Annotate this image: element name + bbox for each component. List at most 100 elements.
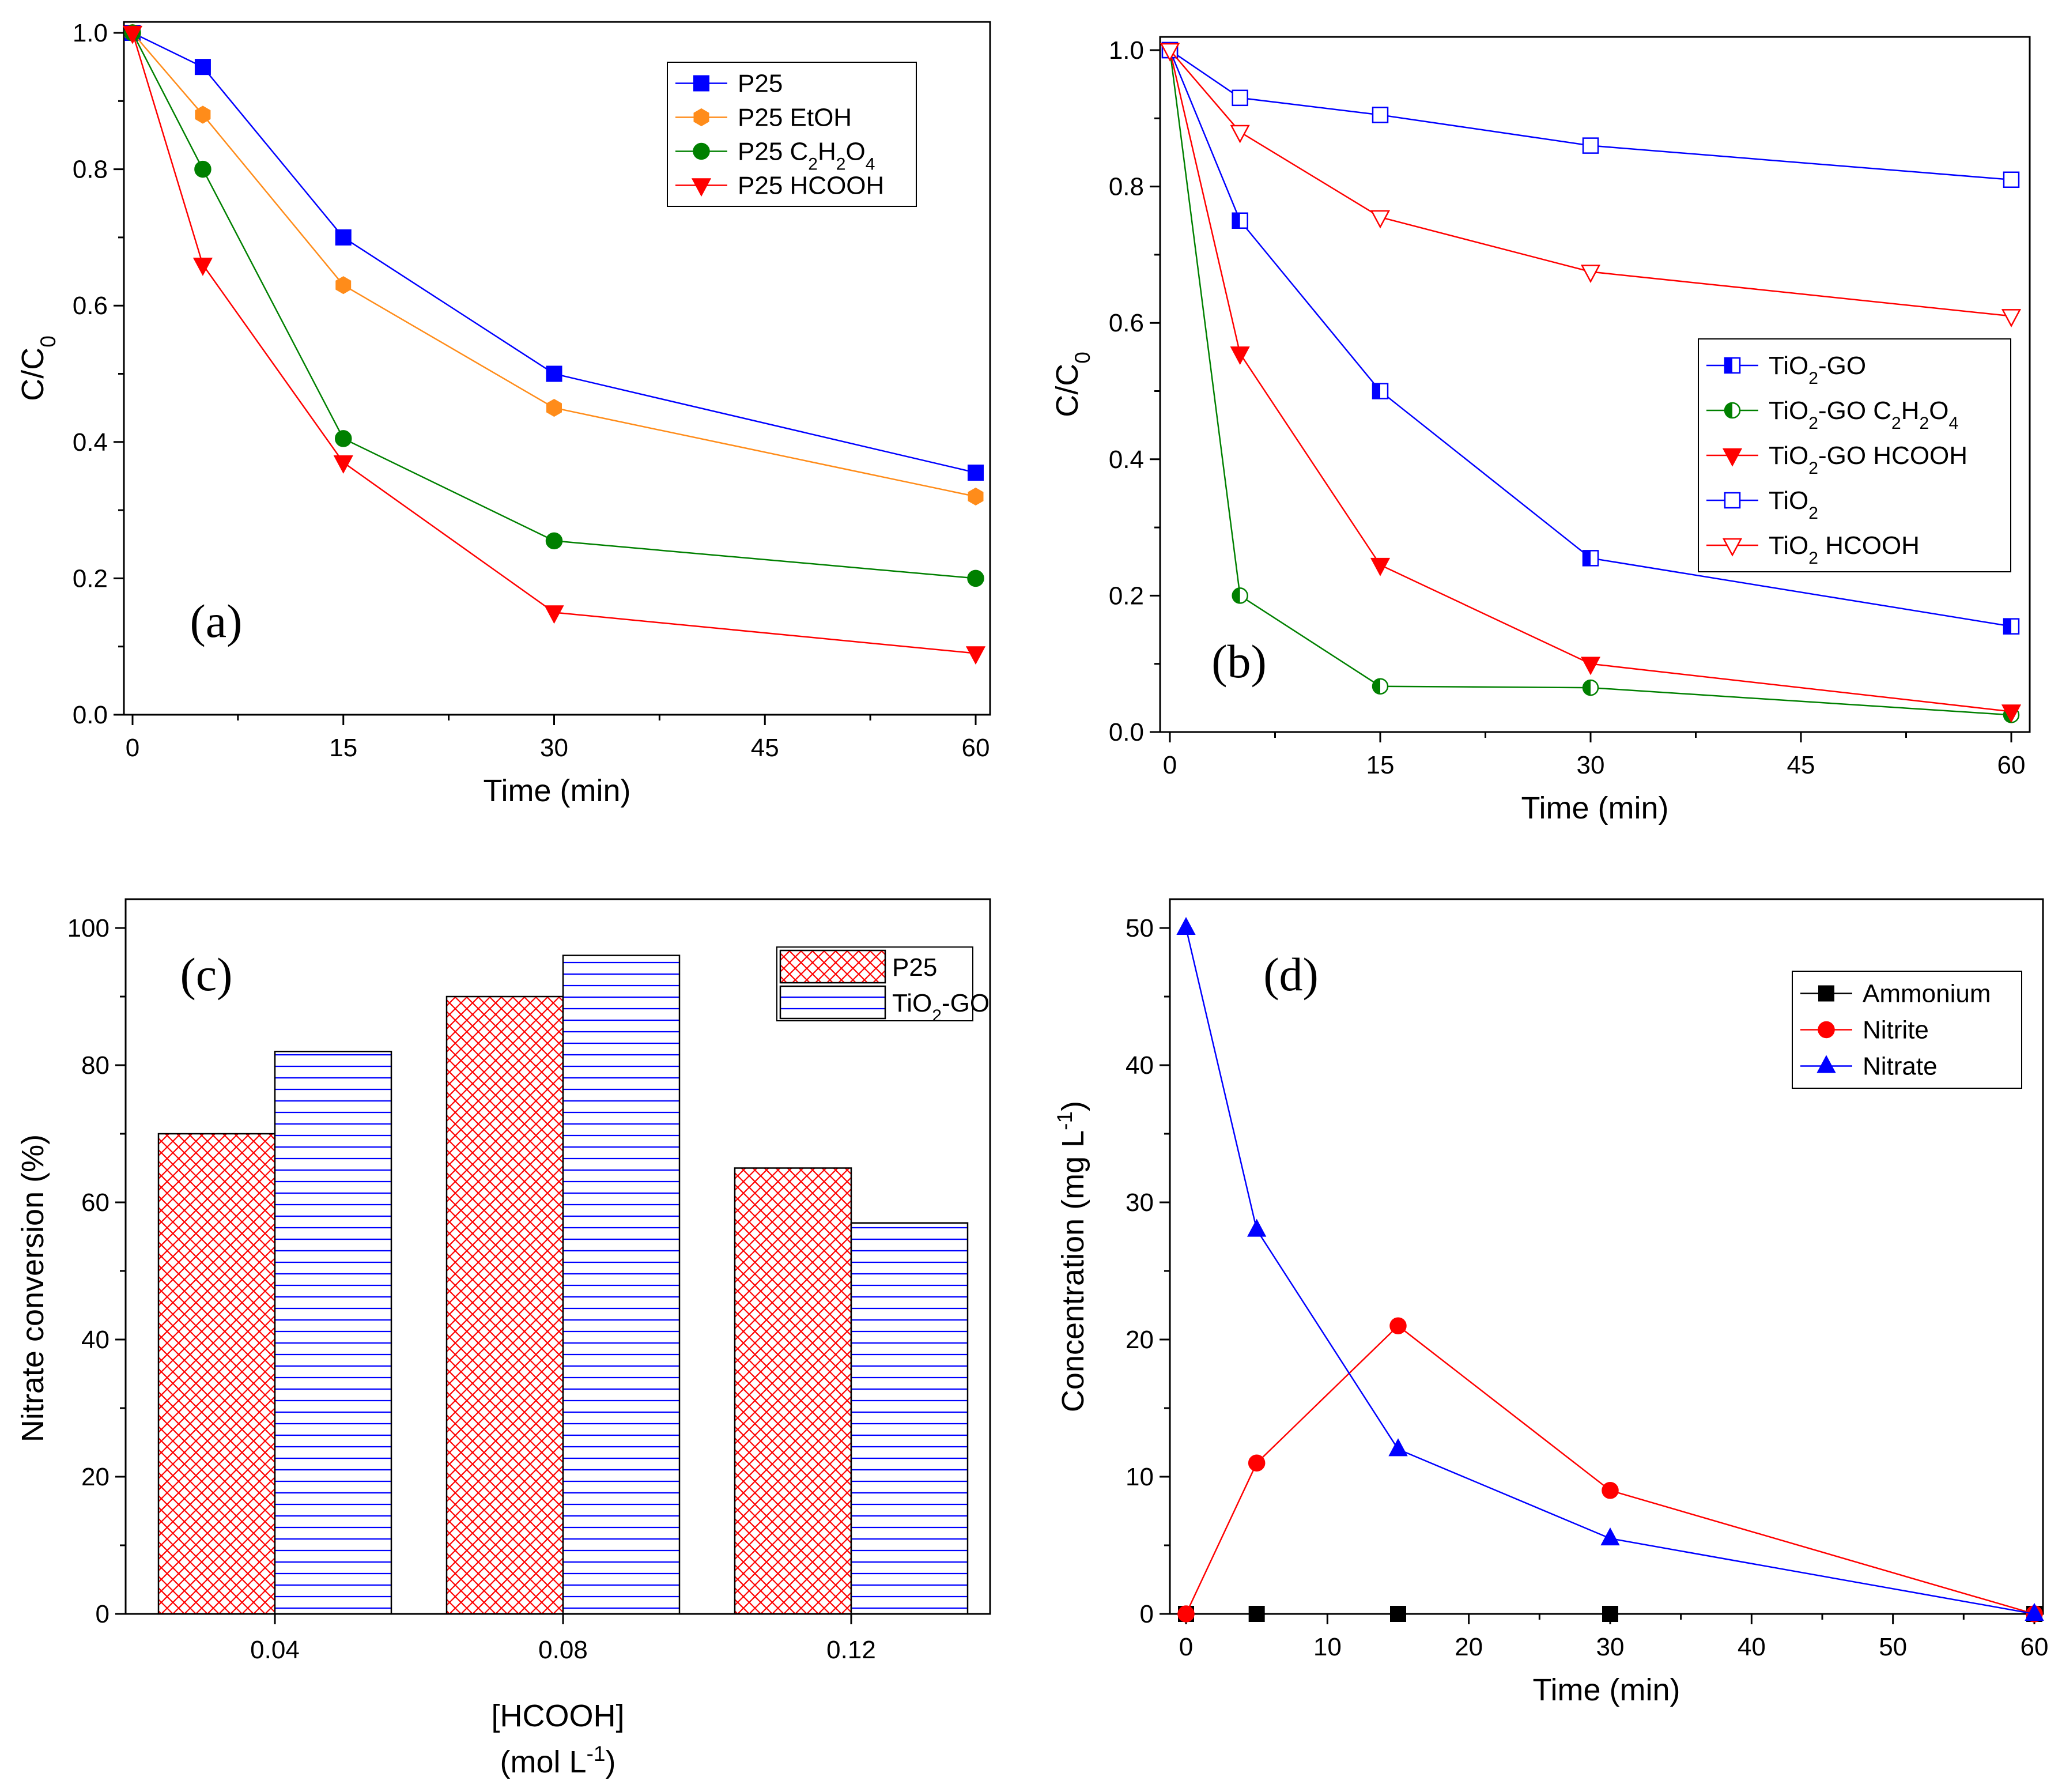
panel-a-data-point (194, 59, 211, 76)
panel-d-series-line (1185, 1325, 2035, 1615)
panel-c-legend-label: P25 (892, 953, 937, 982)
panel-c-bar-p25 (734, 1167, 852, 1615)
panel-a-plot-frame (123, 21, 991, 716)
panel-c-bar-p25 (445, 995, 564, 1615)
panel-d-series-nitrate (1176, 916, 2044, 1621)
panel-c-legend-swatch (779, 985, 886, 1020)
panel-b-legend-marker (1722, 448, 1743, 467)
panel-a-data-point (544, 605, 564, 624)
panel-b-y-tick-label: 0.4 (1109, 446, 1144, 474)
panel-a-legend-marker (693, 142, 710, 160)
panel-d-data-point (1248, 1454, 1266, 1472)
panel-d-x-tick-label: 40 (1738, 1633, 1766, 1661)
panel-b-legend-marker (1724, 492, 1741, 509)
panel-c-y-tick-label: 100 (67, 914, 109, 942)
panel-b-data-point-fill (2004, 618, 2011, 634)
panel-c-bars (157, 955, 969, 1615)
panel-d-x-tick-label: 10 (1313, 1633, 1342, 1661)
panel-a-legend-marker (693, 75, 709, 92)
panel-a-x-axis-title: Time (min) (484, 774, 631, 808)
panel-a-data-point (333, 455, 353, 474)
panel-d-x-tick-label: 60 (2021, 1633, 2049, 1661)
panel-c-bar-tio2-go (274, 1050, 392, 1615)
panel-d-data-point (1176, 916, 1196, 935)
panel-b-data-point-fill (1232, 213, 1240, 228)
panel-b-y-tick-label: 0.2 (1109, 582, 1144, 610)
panel-a-legend-label: P25 (738, 70, 783, 98)
panel-a-data-point (194, 160, 212, 178)
panel-a-data-point (545, 532, 563, 550)
panel-a-y-axis-title: C/C0 (16, 335, 60, 401)
panel-d-data-point (1390, 1606, 1406, 1622)
panel-c-y-tick-label: 40 (81, 1326, 109, 1354)
panel-b-chart: 0 15 30 45 60 0.0 0.2 0.4 0.6 0.8 1.0 Time (min) C/C… (1050, 36, 2031, 825)
panel-c-legend-item: TiO2-GO (779, 985, 990, 1025)
panel-b-legend-marker (1724, 357, 1741, 374)
panel-d-data-point (1177, 1605, 1195, 1623)
panel-c-y-axis: 0 20 40 60 80 100 (67, 914, 126, 1628)
panel-c-y-tick-label: 80 (81, 1051, 109, 1080)
panel-d-x-tick-label: 20 (1455, 1633, 1483, 1661)
panel-b-legend-label: TiO2 HCOOH (1769, 531, 1920, 568)
panel-d-series-nitrite (1177, 1317, 2043, 1623)
panel-a-panel-tag: (a) (190, 595, 242, 647)
panel-b-data-point (1372, 383, 1389, 399)
panel-d-data-point (1388, 1438, 1408, 1457)
panel-b-x-axis: 0 15 30 45 60 (1163, 732, 2025, 779)
panel-d-y-axis-title: Concentration (mg L-1) (1053, 1101, 1091, 1412)
panel-d-x-tick-label: 0 (1179, 1633, 1193, 1661)
panel-a-data-point (967, 569, 984, 587)
panel-b-data-point (2001, 309, 2022, 328)
panel-b-data-point (1372, 107, 1389, 123)
panel-a-data-point (122, 25, 143, 44)
panel-c-chart: 0.04 0.08 0.12 0 20 40 60 80 100 [HCOOH] (mol L-1)… (16, 898, 991, 1780)
panel-a-x-tick-label: 60 (962, 734, 990, 762)
panel-b-data-point (1232, 587, 1248, 604)
panel-b-legend-item: TiO2-GO C2H2O4 (1706, 397, 1958, 433)
panel-b-y-tick-label: 0.6 (1109, 309, 1144, 337)
panel-a-legend-label: P25 EtOH (738, 104, 852, 132)
panel-b-data-point (1370, 557, 1391, 576)
panel-d-legend-item: Nitrate (1800, 1052, 1938, 1081)
panel-a-legend-label: P25 HCOOH (738, 172, 884, 200)
panel-c-legend-item: P25 (779, 949, 937, 984)
panel-a-legend-item: P25 HCOOH (675, 172, 884, 200)
panel-c-bar-tio2-go (562, 955, 681, 1615)
panel-c-x-axis-title-line2: (mol L-1) (500, 1742, 616, 1780)
panel-b-y-tick-label: 0.0 (1109, 718, 1144, 746)
panel-b-data-point (1370, 210, 1391, 229)
panel-d-x-tick-label: 30 (1596, 1633, 1625, 1661)
panel-d-legend: Ammonium Nitrite Nitrate (1792, 971, 2022, 1089)
panel-a-data-point (965, 646, 986, 665)
panel-d-data-point (1389, 1317, 1407, 1334)
panel-a-x-tick-label: 0 (126, 734, 139, 762)
panel-b-data-point (1230, 125, 1250, 144)
panel-d-x-tick-label: 50 (1879, 1633, 1907, 1661)
panel-a-legend-item: P25 EtOH (675, 104, 852, 132)
panel-b-legend-label: TiO2 (1769, 486, 1818, 523)
panel-b-data-point-fill (1232, 588, 1240, 603)
panel-a-chart: 0 15 30 45 60 0.0 0.2 0.4 0.6 0.8 1.0 Time (min) C/C… (16, 19, 991, 808)
panel-b-x-tick-label: 15 (1366, 751, 1395, 779)
panel-d-legend-item: Ammonium (1800, 980, 1991, 1008)
panel-d-y-axis: 0 10 20 30 40 50 (1126, 914, 1170, 1628)
panel-b-legend-marker (1724, 402, 1741, 419)
panel-b-legend-marker-fill (1725, 358, 1732, 373)
panel-d-data-point (1247, 1218, 1267, 1237)
panel-b-data-point (1582, 137, 1599, 154)
panel-a-data-point (968, 465, 984, 481)
panel-a-legend-marker (691, 178, 712, 197)
panel-d-series-ammonium (1178, 1606, 2042, 1622)
panel-d-y-tick-label: 40 (1126, 1051, 1154, 1080)
panel-d-legend-marker (1818, 1021, 1835, 1039)
panel-a-data-point (335, 430, 352, 447)
panel-b-legend-item: TiO2-GO (1706, 352, 1866, 388)
panel-c-x-axis: 0.04 0.08 0.12 (250, 1614, 876, 1664)
panel-d-legend-item: Nitrite (1800, 1016, 1929, 1044)
panel-b-legend-item: TiO2-GO HCOOH (1706, 442, 1967, 478)
panel-a-y-tick-label: 0.4 (73, 428, 108, 457)
panel-d-data-point (1248, 1606, 1265, 1622)
panel-a-y-tick-label: 1.0 (73, 19, 108, 47)
panel-d-x-axis-title: Time (min) (1533, 1673, 1680, 1707)
